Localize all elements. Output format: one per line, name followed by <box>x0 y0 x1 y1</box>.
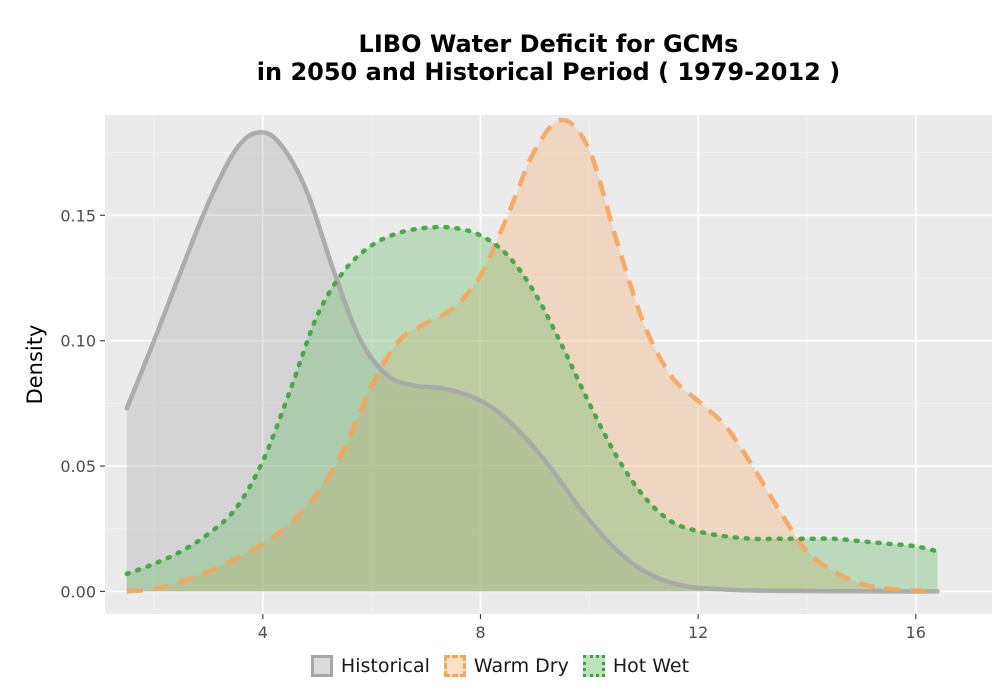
y-tick-label: 0.15 <box>60 206 96 225</box>
legend-key-historical <box>310 655 333 677</box>
legend-label-historical: Historical <box>340 655 430 677</box>
series-area-warm-dry <box>126 120 938 592</box>
legend-item-historical: Historical <box>310 655 430 677</box>
legend-key-hot-wet <box>582 655 605 677</box>
y-axis-title: Density <box>23 325 47 405</box>
x-tick-label: 4 <box>258 623 268 642</box>
series-area-hot-wet <box>126 227 938 592</box>
x-tick-label: 16 <box>906 623 926 642</box>
y-tick-label: 0.10 <box>60 332 96 351</box>
legend: Historical Warm Dry Hot Wet <box>0 655 1000 677</box>
x-tick-label: 12 <box>688 623 708 642</box>
legend-label-warm-dry: Warm Dry <box>473 655 569 677</box>
legend-label-hot-wet: Hot Wet <box>612 655 690 677</box>
chart-title-line-1: LIBO Water Deficit for GCMs <box>358 30 739 58</box>
series-line-warm-dry <box>126 117 938 594</box>
series-line-historical <box>124 130 940 594</box>
y-tick-label: 0.05 <box>60 457 96 476</box>
legend-key-warm-dry <box>443 655 466 677</box>
legend-item-hot-wet: Hot Wet <box>582 655 690 677</box>
legend-item-warm-dry: Warm Dry <box>443 655 569 677</box>
x-tick-label: 8 <box>475 623 485 642</box>
panel-background <box>105 115 992 614</box>
y-tick-label: 0.00 <box>60 582 96 601</box>
chart-title-line-2: in 2050 and Historical Period ( 1979-201… <box>256 58 841 86</box>
plot-area: 4 8 12 16 0.00 0.05 0.10 0.15 Density <box>23 115 992 642</box>
